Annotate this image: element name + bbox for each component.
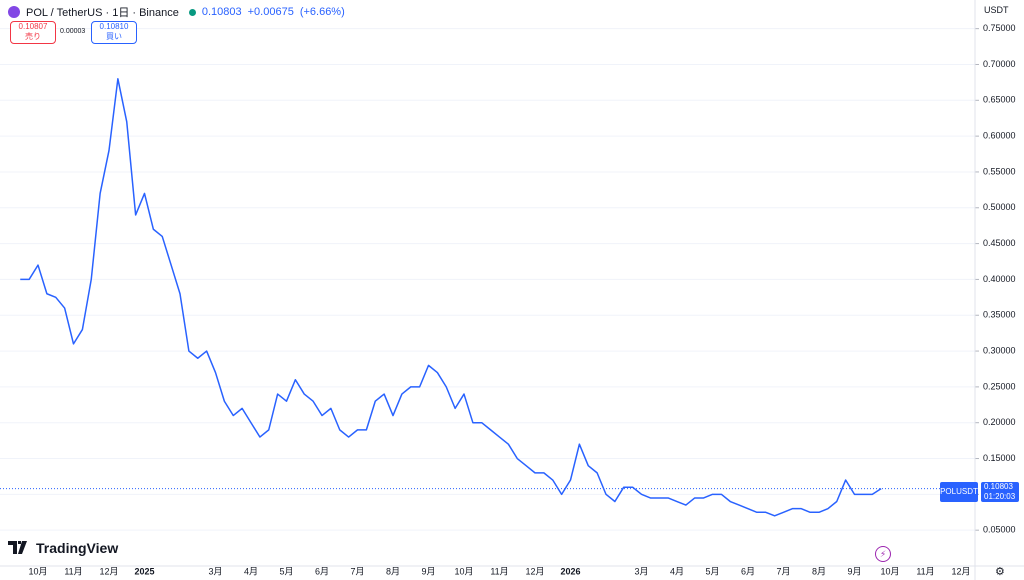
x-tick-label: 5月	[279, 566, 293, 576]
brand-icon	[8, 541, 27, 554]
x-tick-label: 10月	[454, 566, 473, 576]
x-tick-label: 2025	[134, 566, 154, 576]
change: +0.00675	[247, 6, 294, 18]
price-label-value: 0.10803	[984, 482, 1013, 491]
x-tick-label: 7月	[350, 566, 364, 576]
price-label: 0.10803 01:20:03	[981, 482, 1019, 502]
brand-logo[interactable]: TradingView	[8, 540, 118, 556]
x-tick-label: 10月	[28, 566, 47, 576]
x-tick-label: 7月	[776, 566, 790, 576]
x-tick-label: 11月	[64, 566, 82, 576]
last-price: 0.10803	[201, 6, 242, 18]
x-tick-label: 10月	[880, 566, 899, 576]
x-tick-label: 11月	[916, 566, 934, 576]
y-tick-label: 0.45000	[983, 238, 1016, 248]
buy-price: 0.10810	[99, 22, 129, 31]
settings-icon[interactable]: ⚙	[995, 566, 1005, 578]
y-tick-label: 0.60000	[983, 131, 1016, 141]
countdown: 01:20:03	[984, 492, 1016, 501]
x-tick-label: 8月	[386, 566, 400, 576]
x-tick-label: 4月	[670, 566, 684, 576]
y-tick-label: 0.50000	[983, 202, 1016, 212]
y-tick-label: 0.35000	[983, 310, 1016, 320]
y-tick-label: 0.40000	[983, 274, 1016, 284]
status-dot	[188, 8, 196, 16]
x-tick-label: 6月	[315, 566, 329, 576]
x-tick-label: 9月	[421, 566, 435, 576]
x-tick-label: 6月	[741, 566, 755, 576]
brand-name: TradingView	[36, 540, 119, 556]
x-tick-label: 3月	[208, 566, 222, 576]
y-tick-label: 0.65000	[983, 95, 1016, 105]
series-name-label: POLUSDT	[940, 482, 978, 502]
x-tick-label: 4月	[244, 566, 258, 576]
y-tick-label: 0.05000	[983, 525, 1016, 535]
x-tick-label: 12月	[951, 566, 970, 576]
event-icon[interactable]: ⚡	[875, 546, 891, 562]
x-tick-label: 11月	[490, 566, 508, 576]
x-tick-label: 5月	[705, 566, 719, 576]
sell-button[interactable]: 0.10807 売り	[10, 21, 56, 44]
y-tick-label: 0.25000	[983, 381, 1016, 391]
x-tick-label: 12月	[99, 566, 118, 576]
x-tick-label: 12月	[525, 566, 544, 576]
symbol[interactable]: POL / TetherUS · 1日 · Binance	[26, 7, 179, 19]
sell-label: 売り	[25, 32, 41, 41]
spread: 0.00003	[60, 28, 86, 35]
y-tick-label: 0.15000	[983, 453, 1016, 463]
currency[interactable]: USDT	[984, 5, 1009, 15]
price-line	[20, 78, 882, 517]
x-tick-label: 9月	[847, 566, 861, 576]
x-tick-label: 3月	[634, 566, 648, 576]
y-tick-label: 0.55000	[983, 166, 1016, 176]
y-tick-label: 0.20000	[983, 417, 1016, 427]
change-pct: (+6.66%)	[299, 6, 345, 18]
y-tick-label: 0.70000	[983, 59, 1016, 69]
x-tick-label: 2026	[560, 566, 580, 576]
buy-button[interactable]: 0.10810 買い	[91, 21, 137, 44]
x-tick-label: 8月	[812, 566, 826, 576]
sell-price: 0.10807	[18, 22, 48, 31]
y-tick-label: 0.30000	[983, 345, 1016, 355]
buy-label: 買い	[106, 32, 122, 41]
coin-icon	[8, 6, 20, 18]
y-tick-label: 0.75000	[983, 23, 1016, 33]
symbol-header: POL / TetherUS · 1日 · Binance 0.10803 +0…	[8, 4, 345, 20]
